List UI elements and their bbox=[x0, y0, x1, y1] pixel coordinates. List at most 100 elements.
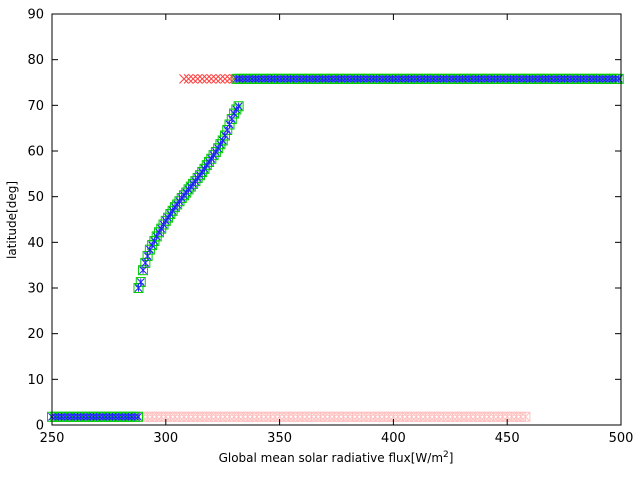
data-point bbox=[63, 412, 72, 421]
data-point bbox=[143, 252, 152, 260]
data-point bbox=[433, 74, 442, 83]
data-point bbox=[283, 74, 292, 83]
data-point bbox=[535, 74, 544, 83]
data-point bbox=[477, 74, 486, 83]
data-point bbox=[602, 74, 610, 83]
data-point bbox=[369, 74, 378, 83]
data-point bbox=[404, 74, 413, 83]
data-point bbox=[124, 412, 133, 421]
data-point bbox=[89, 412, 98, 421]
data-point bbox=[308, 74, 317, 83]
data-point bbox=[449, 74, 457, 83]
data-point bbox=[420, 74, 429, 83]
data-point bbox=[254, 74, 263, 83]
data-point bbox=[280, 74, 289, 83]
data-point bbox=[226, 114, 237, 125]
data-point bbox=[305, 74, 314, 83]
data-point bbox=[613, 73, 624, 84]
data-point bbox=[334, 74, 343, 83]
data-point bbox=[439, 74, 448, 83]
data-point bbox=[289, 74, 298, 83]
data-point bbox=[608, 74, 617, 83]
data-point bbox=[233, 101, 244, 112]
data-point bbox=[238, 74, 247, 83]
data-point bbox=[359, 74, 368, 83]
data-point bbox=[83, 412, 92, 421]
y-tick-label: 40 bbox=[27, 236, 44, 251]
data-point bbox=[573, 74, 582, 83]
x-tick-label: 250 bbox=[40, 431, 65, 446]
x-axis-label: Global mean solar radiative flux[W/m2] bbox=[219, 450, 454, 465]
data-point bbox=[111, 412, 120, 421]
data-point bbox=[133, 283, 144, 293]
plot-marks bbox=[47, 73, 624, 422]
data-point bbox=[531, 74, 540, 83]
data-point bbox=[318, 74, 327, 83]
data-point bbox=[372, 74, 381, 83]
y-tick-label: 0 bbox=[36, 419, 44, 434]
data-point bbox=[118, 412, 127, 421]
data-point bbox=[188, 73, 198, 84]
data-point bbox=[127, 412, 136, 421]
data-point bbox=[264, 74, 273, 83]
data-point bbox=[605, 74, 614, 83]
data-point bbox=[219, 130, 230, 141]
data-point bbox=[327, 74, 336, 83]
data-point bbox=[229, 73, 239, 84]
data-point bbox=[471, 74, 480, 83]
y-tick-label: 50 bbox=[27, 190, 44, 205]
data-point bbox=[340, 74, 349, 83]
data-point bbox=[315, 74, 324, 83]
data-point bbox=[423, 74, 432, 83]
data-point bbox=[566, 74, 575, 83]
y-tick-label: 20 bbox=[27, 327, 44, 342]
data-point bbox=[179, 73, 189, 84]
data-point bbox=[401, 74, 410, 83]
data-point bbox=[520, 411, 531, 422]
data-point bbox=[70, 412, 79, 421]
data-point bbox=[579, 74, 588, 83]
data-point bbox=[321, 74, 330, 83]
data-point bbox=[54, 412, 63, 421]
data-point bbox=[398, 74, 407, 83]
x-axis-label-suffix: ] bbox=[449, 451, 454, 465]
data-point bbox=[92, 412, 101, 421]
data-point bbox=[509, 74, 518, 83]
data-point bbox=[452, 74, 461, 83]
data-point bbox=[324, 74, 333, 83]
data-point bbox=[595, 74, 604, 83]
data-point bbox=[99, 412, 107, 421]
x-tick-label: 400 bbox=[381, 431, 406, 446]
data-point bbox=[557, 74, 566, 83]
data-point bbox=[586, 74, 594, 83]
data-point bbox=[417, 74, 426, 83]
data-point bbox=[544, 74, 553, 83]
data-point bbox=[224, 73, 235, 84]
data-point bbox=[429, 74, 438, 83]
data-point bbox=[474, 74, 483, 83]
y-tick-label: 60 bbox=[27, 145, 44, 160]
data-point bbox=[480, 74, 489, 83]
data-point bbox=[273, 74, 282, 83]
data-point bbox=[461, 74, 470, 83]
data-point bbox=[538, 74, 547, 83]
data-point bbox=[468, 74, 477, 83]
x-tick-label: 300 bbox=[153, 431, 178, 446]
x-axis-ticks: 250 300 350 400 450 500 bbox=[40, 14, 633, 446]
y-tick-label: 10 bbox=[27, 373, 44, 388]
data-point bbox=[410, 74, 419, 83]
data-point bbox=[105, 412, 114, 421]
data-point bbox=[385, 74, 394, 83]
data-point bbox=[312, 74, 320, 83]
data-point bbox=[528, 74, 537, 83]
data-point bbox=[234, 102, 243, 111]
y-axis-label: latitude[deg] bbox=[5, 181, 19, 259]
data-point bbox=[134, 412, 142, 421]
data-point bbox=[570, 74, 579, 83]
x-tick-label: 350 bbox=[267, 431, 292, 446]
data-point bbox=[378, 74, 387, 83]
data-point bbox=[130, 412, 139, 421]
data-point bbox=[525, 74, 534, 83]
data-point bbox=[192, 73, 203, 84]
data-point bbox=[292, 74, 301, 83]
